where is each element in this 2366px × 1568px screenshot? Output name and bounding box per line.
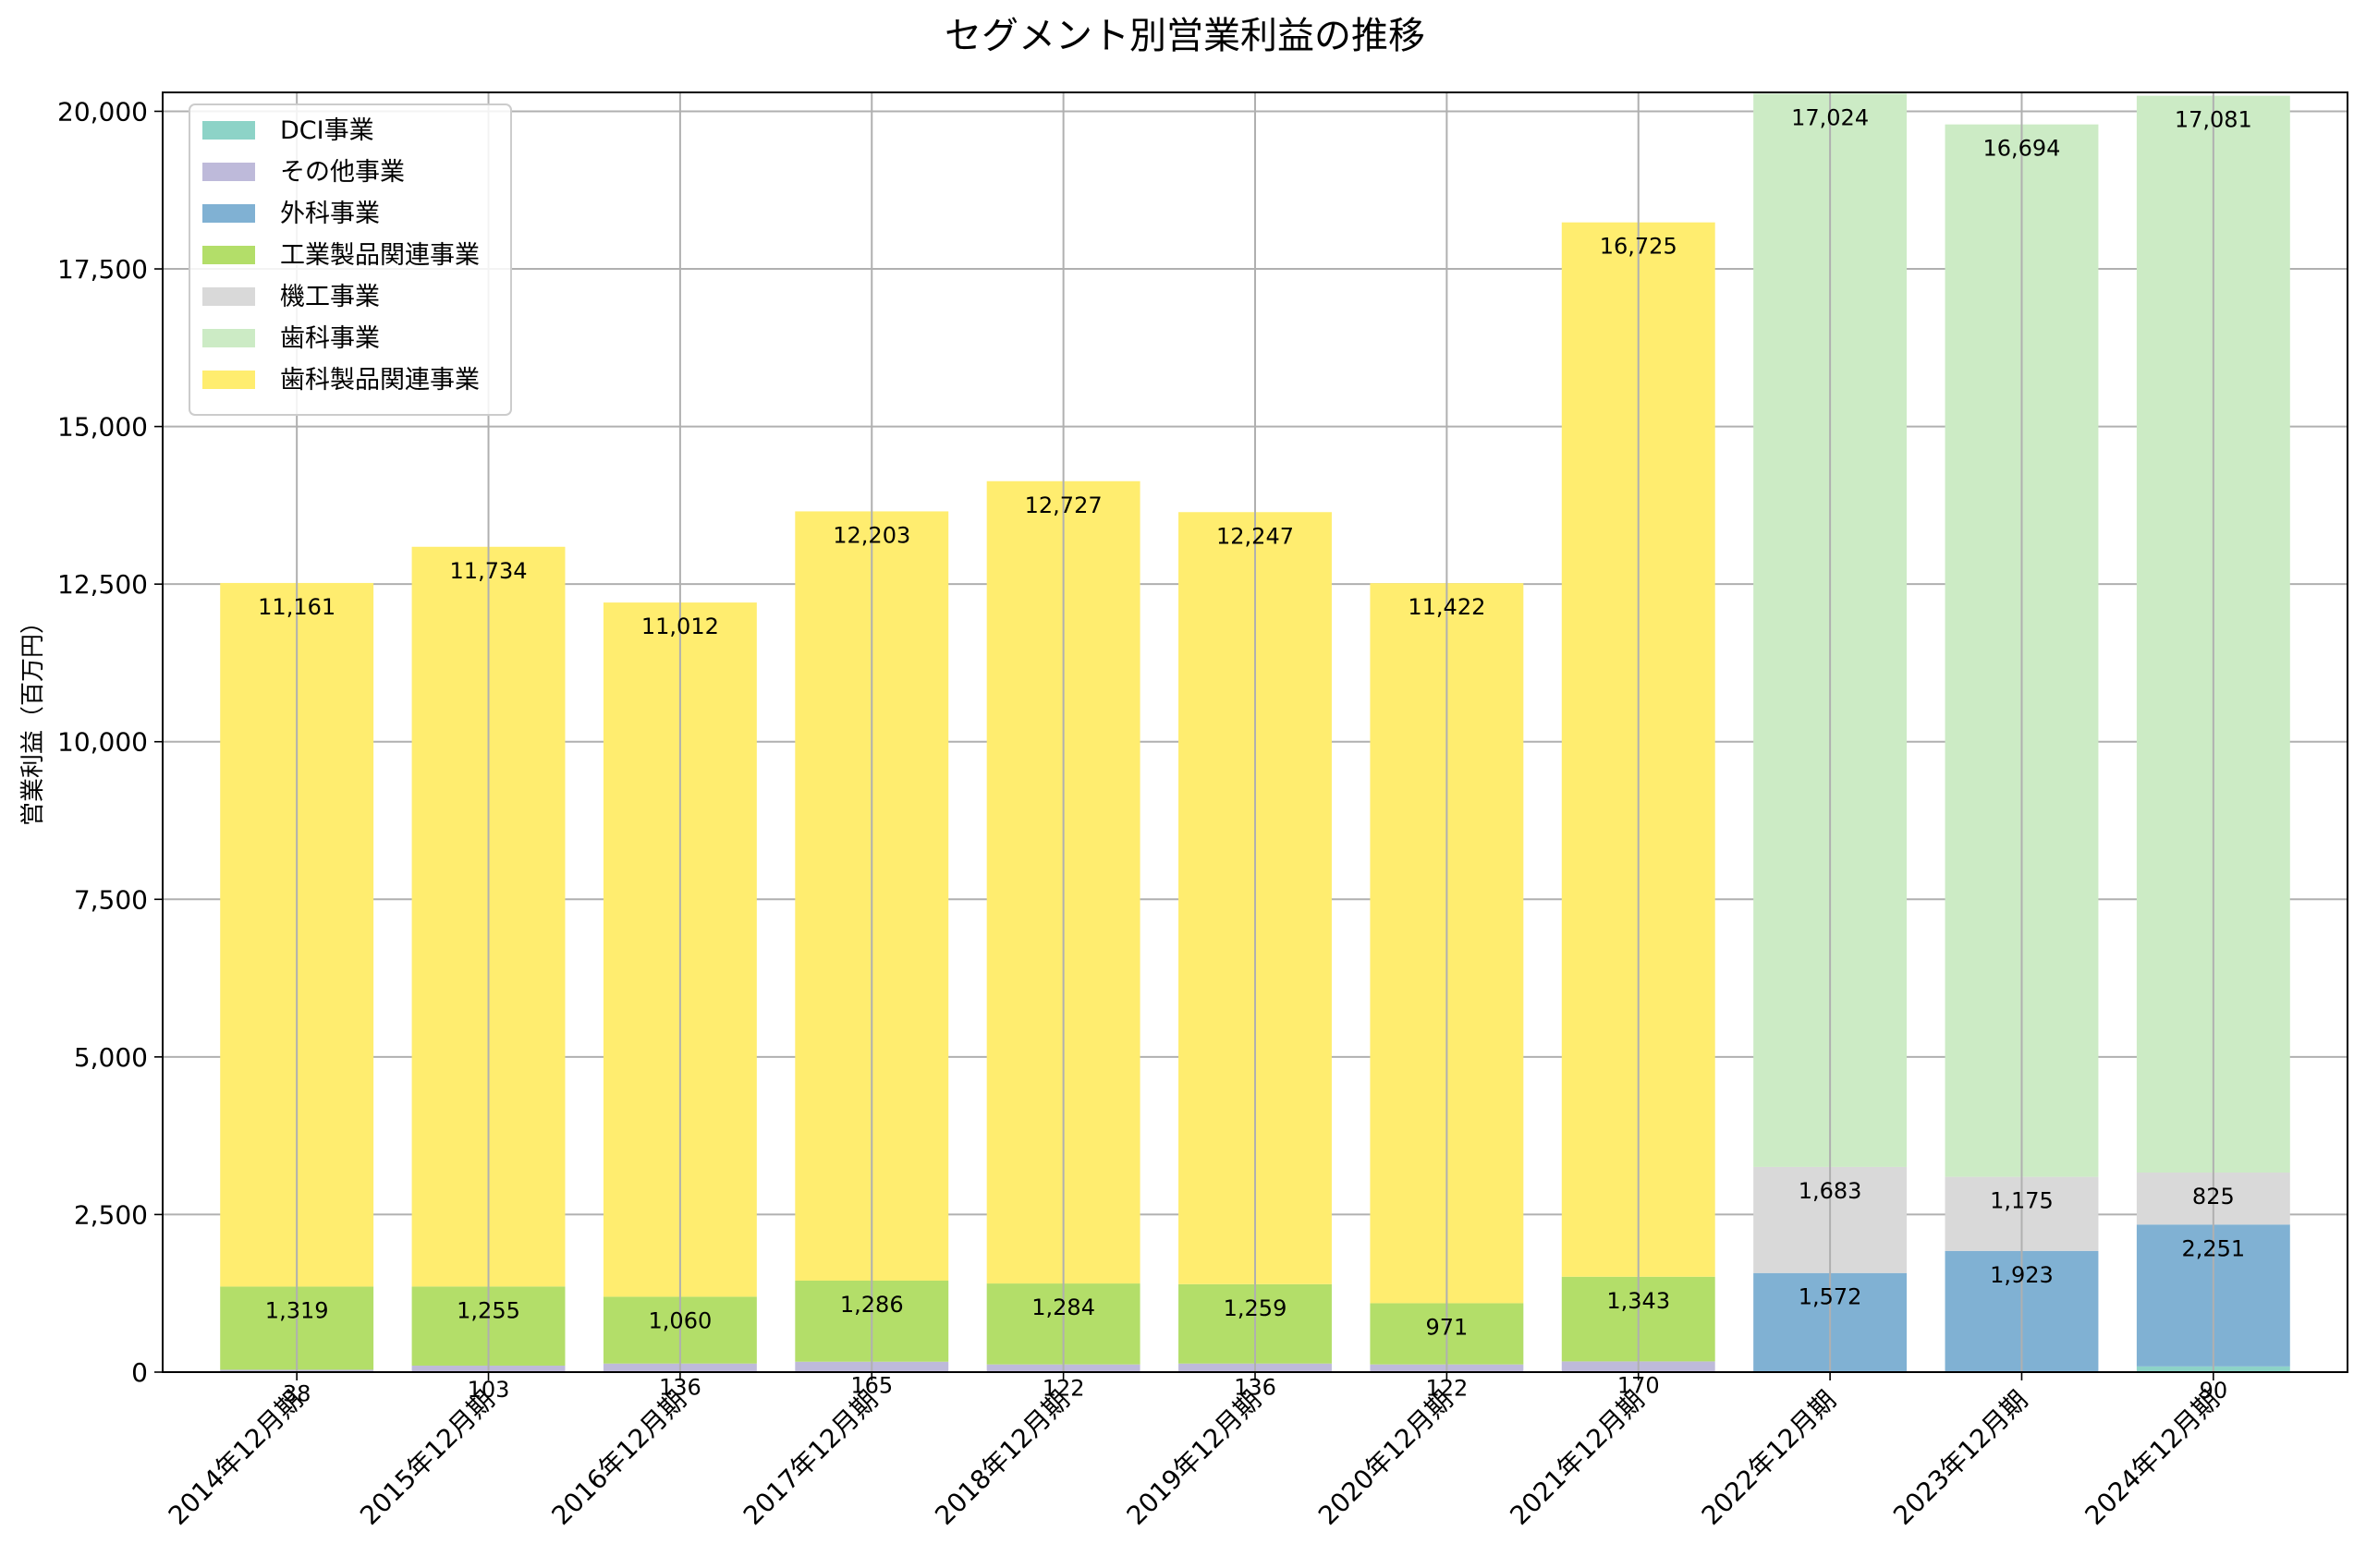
legend-label: DCI事業 <box>280 116 374 145</box>
data-label: 103 <box>468 1377 510 1403</box>
plot-frame <box>162 91 2348 1373</box>
y-tick-label: 7,500 <box>74 884 148 915</box>
y-tick-label: 0 <box>131 1357 148 1388</box>
legend-label: 歯科事業 <box>280 324 380 353</box>
y-tick-label: 12,500 <box>57 569 148 600</box>
x-tick-label: 2018年12月期 <box>929 1385 1075 1531</box>
data-label: 12,247 <box>1216 523 1294 549</box>
data-label: 1,284 <box>1031 1295 1095 1320</box>
legend-label: 外科事業 <box>280 200 380 228</box>
legend-box <box>189 103 512 416</box>
data-label: 1,343 <box>1606 1288 1670 1314</box>
legend-label: 工業製品関連事業 <box>280 241 480 270</box>
y-tick-label: 5,000 <box>74 1042 148 1073</box>
data-label: 1,683 <box>1799 1178 1862 1204</box>
data-label: 12,203 <box>833 522 910 548</box>
data-label: 1,319 <box>265 1297 329 1323</box>
data-label: 1,259 <box>1224 1295 1287 1321</box>
legend-swatch <box>202 371 255 389</box>
y-tick-label: 20,000 <box>57 96 148 127</box>
data-label: 1,175 <box>1990 1188 2054 1214</box>
y-tick-label: 10,000 <box>57 727 148 758</box>
legend-swatch <box>202 246 255 264</box>
data-label: 11,422 <box>1408 594 1485 620</box>
data-label: 1,255 <box>457 1297 520 1323</box>
data-label: 90 <box>2200 1378 2228 1404</box>
data-label: 11,734 <box>450 558 528 584</box>
data-label: 11,161 <box>258 594 335 620</box>
data-label: 825 <box>2192 1184 2235 1209</box>
legend-label: その他事業 <box>280 158 405 187</box>
x-tick-label: 2024年12月期 <box>2079 1385 2225 1531</box>
data-label: 38 <box>283 1380 311 1406</box>
data-label: 2,251 <box>2181 1235 2245 1261</box>
legend-swatch <box>202 329 255 347</box>
data-label: 17,081 <box>2175 107 2252 133</box>
data-label: 12,727 <box>1025 492 1103 518</box>
y-tick-label: 17,500 <box>57 254 148 285</box>
data-label: 1,923 <box>1990 1262 2054 1288</box>
legend-swatch <box>202 204 255 223</box>
y-tick-label: 15,000 <box>57 412 148 443</box>
data-label: 11,012 <box>641 614 719 639</box>
y-tick-label: 2,500 <box>74 1199 148 1230</box>
x-tick-label: 2020年12月期 <box>1312 1385 1458 1531</box>
x-tick-label: 2022年12月期 <box>1696 1385 1842 1531</box>
x-tick-label: 2014年12月期 <box>163 1385 309 1531</box>
data-label: 16,694 <box>1982 136 2060 162</box>
legend-label: 機工事業 <box>280 283 380 311</box>
vertical-grid-lines <box>296 92 2214 1372</box>
x-tick-label: 2015年12月期 <box>354 1385 500 1531</box>
data-label: 1,286 <box>840 1292 904 1318</box>
data-label: 971 <box>1425 1314 1468 1340</box>
x-tick-label: 2017年12月期 <box>738 1385 884 1531</box>
chart-title: セグメント別営業利益の推移 <box>945 15 1425 57</box>
legend-swatch <box>202 121 255 140</box>
data-label: 1,060 <box>649 1307 713 1333</box>
x-tick-label: 2016年12月期 <box>546 1385 692 1531</box>
data-label: 16,725 <box>1600 234 1677 260</box>
y-axis-label: 営業利益（百万円） <box>19 610 47 826</box>
data-label: 1,572 <box>1799 1284 1862 1310</box>
data-label: 17,024 <box>1791 104 1869 130</box>
x-tick-label: 2023年12月期 <box>1887 1385 2033 1531</box>
x-tick-label: 2019年12月期 <box>1121 1385 1267 1531</box>
legend-label: 歯科製品関連事業 <box>280 366 480 395</box>
legend-swatch <box>202 163 255 181</box>
legend-swatch <box>202 287 255 306</box>
x-tick-label: 2021年12月期 <box>1504 1385 1650 1531</box>
